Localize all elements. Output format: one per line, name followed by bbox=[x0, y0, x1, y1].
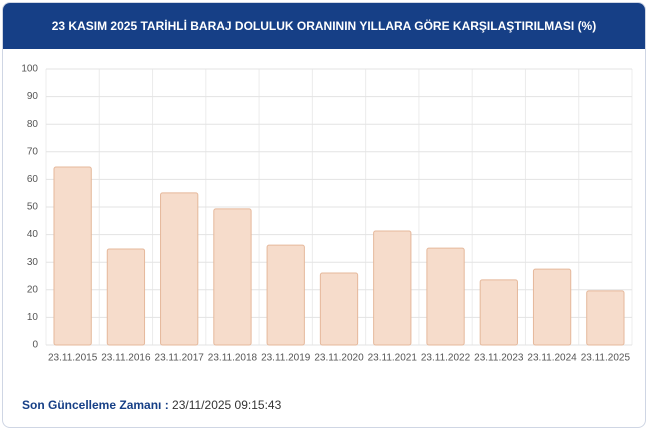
footer: Son Güncelleme Zamanı : 23/11/2025 09:15… bbox=[22, 398, 281, 412]
y-tick-label: 60 bbox=[27, 174, 39, 185]
footer-value: 23/11/2025 09:15:43 bbox=[172, 398, 282, 412]
y-tick-label: 10 bbox=[27, 312, 39, 323]
y-tick-label: 70 bbox=[27, 146, 39, 157]
bar bbox=[53, 166, 92, 346]
bar bbox=[373, 230, 412, 346]
y-tick-label: 0 bbox=[32, 340, 38, 351]
y-tick-label: 100 bbox=[21, 64, 38, 75]
bar bbox=[213, 208, 252, 346]
bar bbox=[479, 279, 518, 346]
y-tick-label: 80 bbox=[27, 119, 39, 130]
bar bbox=[586, 290, 625, 346]
x-tick-label: 23.11.2022 bbox=[421, 353, 471, 364]
x-tick-label: 23.11.2019 bbox=[261, 353, 311, 364]
footer-label: Son Güncelleme Zamanı : bbox=[22, 398, 169, 412]
chart-title: 23 KASIM 2025 TARİHLİ BARAJ DOLULUK ORAN… bbox=[3, 3, 645, 49]
x-tick-label: 23.11.2016 bbox=[101, 353, 151, 364]
y-tick-label: 20 bbox=[27, 284, 39, 295]
bar bbox=[319, 272, 359, 346]
bar bbox=[426, 247, 465, 346]
card: 23 KASIM 2025 TARİHLİ BARAJ DOLULUK ORAN… bbox=[2, 2, 646, 428]
y-tick-label: 40 bbox=[27, 229, 39, 240]
y-tick-label: 90 bbox=[27, 91, 39, 102]
y-tick-label: 30 bbox=[27, 257, 39, 268]
x-tick-label: 23.11.2020 bbox=[314, 353, 364, 364]
bar bbox=[160, 192, 199, 346]
x-tick-label: 23.11.2025 bbox=[581, 353, 631, 364]
x-tick-label: 23.11.2015 bbox=[48, 353, 98, 364]
bar bbox=[106, 248, 146, 346]
y-tick-label: 50 bbox=[27, 202, 39, 213]
x-tick-label: 23.11.2023 bbox=[474, 353, 524, 364]
x-tick-label: 23.11.2024 bbox=[527, 353, 577, 364]
x-tick-label: 23.11.2018 bbox=[208, 353, 258, 364]
x-tick-label: 23.11.2021 bbox=[368, 353, 418, 364]
bar bbox=[532, 268, 572, 346]
bar bbox=[266, 244, 305, 346]
x-tick-label: 23.11.2017 bbox=[155, 353, 205, 364]
